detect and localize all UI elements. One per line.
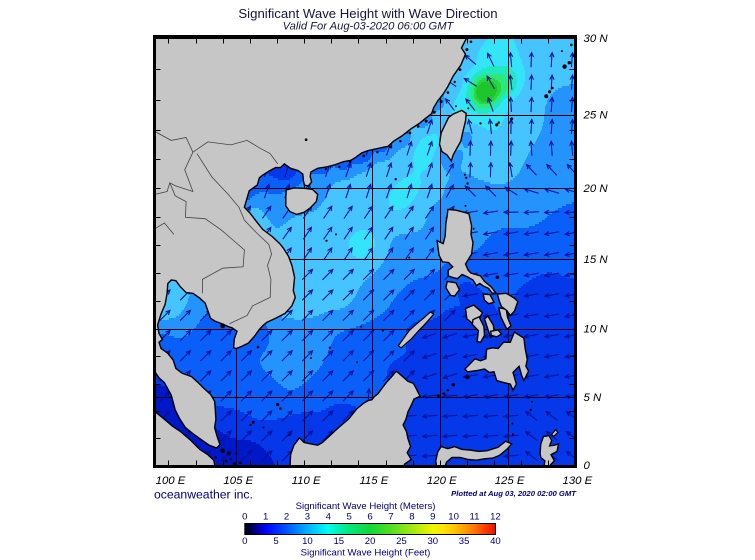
svg-text:Plotted at Aug 03, 2020 02:00: Plotted at Aug 03, 2020 02:00 GMT — [451, 489, 577, 498]
svg-text:40: 40 — [490, 536, 501, 547]
svg-text:10: 10 — [302, 536, 313, 547]
svg-text:30: 30 — [427, 536, 438, 547]
svg-text:7: 7 — [388, 512, 393, 523]
svg-text:10: 10 — [448, 512, 459, 523]
svg-text:10 N: 10 N — [584, 324, 609, 336]
svg-text:105 E: 105 E — [223, 475, 253, 487]
svg-text:20 N: 20 N — [583, 183, 609, 195]
svg-text:1: 1 — [263, 512, 268, 523]
svg-text:12: 12 — [490, 512, 501, 523]
svg-text:115 E: 115 E — [359, 475, 388, 487]
svg-text:35: 35 — [459, 536, 470, 547]
svg-text:6: 6 — [367, 512, 372, 523]
svg-text:Significant Wave Height (Meter: Significant Wave Height (Meters) — [296, 501, 436, 512]
svg-text:Valid For Aug-03-2020 06:00 GM: Valid For Aug-03-2020 06:00 GMT — [283, 21, 455, 33]
svg-text:3: 3 — [305, 512, 310, 523]
svg-text:125 E: 125 E — [495, 475, 525, 487]
svg-text:5 N: 5 N — [584, 392, 602, 404]
svg-text:110 E: 110 E — [292, 475, 321, 487]
svg-text:15: 15 — [333, 536, 344, 547]
svg-text:5: 5 — [347, 512, 352, 523]
svg-text:0: 0 — [242, 536, 247, 547]
svg-text:8: 8 — [409, 512, 414, 523]
svg-text:30 N: 30 N — [584, 33, 609, 45]
svg-text:130 E: 130 E — [563, 475, 593, 487]
svg-text:oceanweather inc.: oceanweather inc. — [154, 488, 253, 502]
svg-text:5: 5 — [273, 536, 278, 547]
svg-text:Significant Wave Height with W: Significant Wave Height with Wave Direct… — [238, 6, 497, 21]
svg-text:120 E: 120 E — [427, 475, 457, 487]
svg-text:9: 9 — [430, 512, 435, 523]
svg-text:11: 11 — [470, 512, 480, 523]
svg-text:4: 4 — [326, 512, 332, 523]
svg-text:25 N: 25 N — [583, 109, 609, 121]
svg-text:0: 0 — [242, 512, 247, 523]
svg-text:20: 20 — [365, 536, 376, 547]
svg-text:15 N: 15 N — [584, 254, 609, 266]
svg-text:25: 25 — [396, 536, 407, 547]
svg-text:Significant Wave Height (Feet): Significant Wave Height (Feet) — [301, 548, 431, 559]
svg-text:100 E: 100 E — [156, 475, 186, 487]
svg-text:0: 0 — [584, 460, 591, 472]
svg-text:2: 2 — [284, 512, 289, 523]
